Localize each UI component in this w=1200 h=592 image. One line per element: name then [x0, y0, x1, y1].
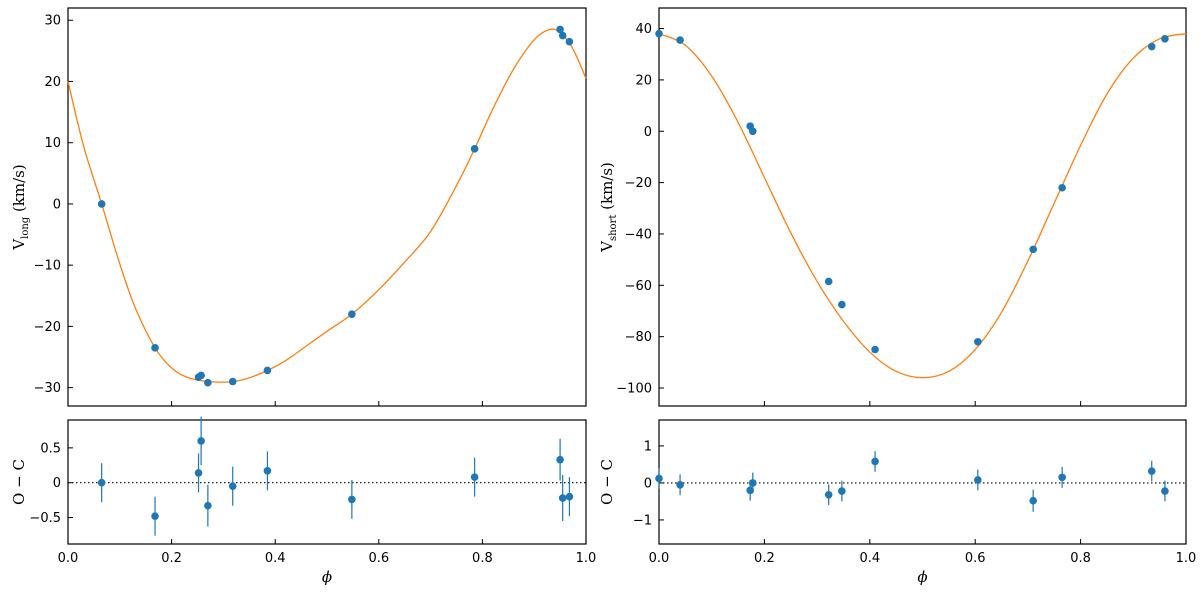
left-rv-residual-point	[228, 482, 237, 490]
right-rv-data-point	[1058, 183, 1066, 192]
left-rv-res-ytick-label-1: 0	[53, 476, 61, 491]
left-rv-res-frame	[67, 419, 587, 545]
right-rv-residual-point	[871, 457, 879, 466]
left-rv-res-ytick-label-0: −0.5	[29, 511, 61, 526]
right-rv-residual-point	[838, 487, 846, 495]
right-rv-model-curve	[658, 33, 1187, 379]
right-rv-data-point	[974, 338, 982, 346]
left-rv-res-xtick-label-3: 0.6	[368, 551, 389, 566]
right-rv-main-ytick-label-2: −60	[625, 279, 652, 294]
right-rv-res-ytick-label-1: 0	[644, 476, 652, 491]
right-rv-data-point	[1147, 42, 1156, 51]
left-rv-model-curve	[67, 28, 587, 383]
left-rv-data-point	[97, 200, 106, 208]
left-rv-res-xtick-label-1: 0.2	[161, 551, 182, 566]
left-rv-main-ytick-label-1: −20	[34, 320, 61, 335]
right-rv-residual-point	[746, 486, 754, 495]
right-rv-residual-point	[824, 490, 833, 499]
right-rv-data-point	[838, 300, 846, 309]
right-rv-res-xtick-label-2: 0.4	[859, 551, 880, 566]
left-rv-res-xtick-label-0: 0.0	[58, 551, 79, 566]
left-rv-main-ytick-label-0: −30	[34, 381, 61, 396]
right-rv-main-ytick-label-7: 40	[635, 22, 652, 37]
right-rv-panel: −100 −80 −60 −40 −20 0 20 40 Vshort (km/s) 0.0 0.2…	[598, 7, 1197, 586]
left-rv-residual-point	[558, 494, 567, 502]
left-rv-res-xtick-label-4: 0.8	[472, 551, 493, 566]
left-rv-data-point	[556, 25, 564, 34]
right-rv-res-ytick-label-0: −1	[633, 513, 652, 528]
left-rv-residual-point	[556, 455, 564, 464]
right-rv-data-point	[871, 345, 879, 354]
right-rv-main-ytick-label-0: −100	[616, 382, 652, 397]
right-rv-res-xtick-label-3: 0.6	[965, 551, 986, 566]
right-rv-residual-point	[1058, 473, 1066, 482]
right-rv-ylabel: Vshort (km/s)	[598, 162, 619, 253]
right-rv-res-ytick-label-2: 1	[644, 439, 652, 454]
left-rv-main-frame	[67, 7, 587, 407]
left-rv-data-point	[197, 371, 205, 380]
left-rv-residual-point	[348, 495, 356, 504]
right-rv-data-point	[676, 36, 684, 44]
left-rv-xlabel: ϕ	[322, 568, 332, 586]
right-rv-residual-point	[1161, 487, 1169, 495]
right-rv-residual-point	[974, 476, 982, 484]
left-rv-residual-point	[565, 492, 574, 501]
right-rv-data-point	[1029, 245, 1037, 254]
right-rv-residual-point	[749, 479, 757, 487]
right-rv-main-ytick-label-3: −40	[625, 227, 652, 242]
right-rv-res-xtick-label-1: 0.2	[754, 551, 775, 566]
right-rv-data-point	[824, 277, 833, 286]
right-rv-main-ytick-label-1: −80	[625, 330, 652, 345]
left-rv-main-ytick-label-2: −10	[34, 259, 61, 274]
right-rv-data-point	[1161, 35, 1169, 43]
left-rv-residual-point	[263, 467, 272, 475]
right-rv-xlabel: ϕ	[917, 568, 927, 586]
left-rv-data-point	[204, 378, 212, 387]
right-rv-res-xtick-label-5: 1.0	[1176, 551, 1197, 566]
right-rv-main-ytick-label-5: 0	[644, 125, 652, 140]
right-rv-main-ytick-label-6: 20	[635, 73, 652, 88]
right-rv-main-frame	[658, 7, 1187, 407]
left-rv-residual-point	[204, 501, 212, 510]
left-rv-main-ytick-label-6: 30	[44, 14, 61, 29]
right-rv-main-ytick-label-4: −20	[625, 176, 652, 191]
left-rv-main-ytick-label-3: 0	[53, 197, 61, 212]
right-rv-res-xtick-label-0: 0.0	[649, 551, 670, 566]
right-rv-data-point	[655, 29, 663, 38]
left-rv-residual-point	[194, 469, 203, 477]
left-rv-data-point	[151, 344, 159, 352]
left-rv-data-point	[565, 37, 574, 46]
right-rv-data-point	[749, 127, 757, 136]
right-rv-residual-point	[1147, 467, 1156, 475]
right-rv-res-xtick-label-4: 0.8	[1070, 551, 1091, 566]
left-rv-ylabel: Vlong (km/s)	[10, 164, 31, 250]
left-rv-data-point	[348, 310, 356, 318]
right-rv-residual-point	[1029, 496, 1037, 505]
right-rv-residual-point	[676, 480, 684, 489]
right-rv-res-frame	[658, 419, 1187, 545]
left-rv-data-point	[558, 31, 567, 40]
left-rv-res-xtick-label-2: 0.4	[265, 551, 286, 566]
left-rv-res-ylabel: O − C	[10, 459, 28, 505]
left-rv-data-point	[263, 366, 272, 375]
right-rv-residual-point	[655, 474, 663, 483]
right-rv-res-ylabel: O − C	[598, 459, 616, 505]
left-rv-res-ytick-label-2: 0.5	[40, 441, 61, 456]
left-rv-data-point	[228, 377, 237, 386]
left-rv-res-xtick-label-5: 1.0	[576, 551, 597, 566]
left-rv-residual-point	[151, 512, 159, 520]
left-rv-residual-point	[97, 478, 106, 487]
left-rv-main-ytick-label-4: 10	[44, 136, 61, 151]
left-rv-residual-point	[470, 473, 479, 481]
left-rv-panel: −30 −20 −10 0 10 20 30 Vlong (km/s) 0.0 0.2 0.4 0.6…	[10, 7, 597, 586]
left-rv-residual-point	[197, 437, 205, 445]
left-rv-main-ytick-label-5: 20	[44, 75, 61, 90]
left-rv-data-point	[470, 145, 479, 153]
